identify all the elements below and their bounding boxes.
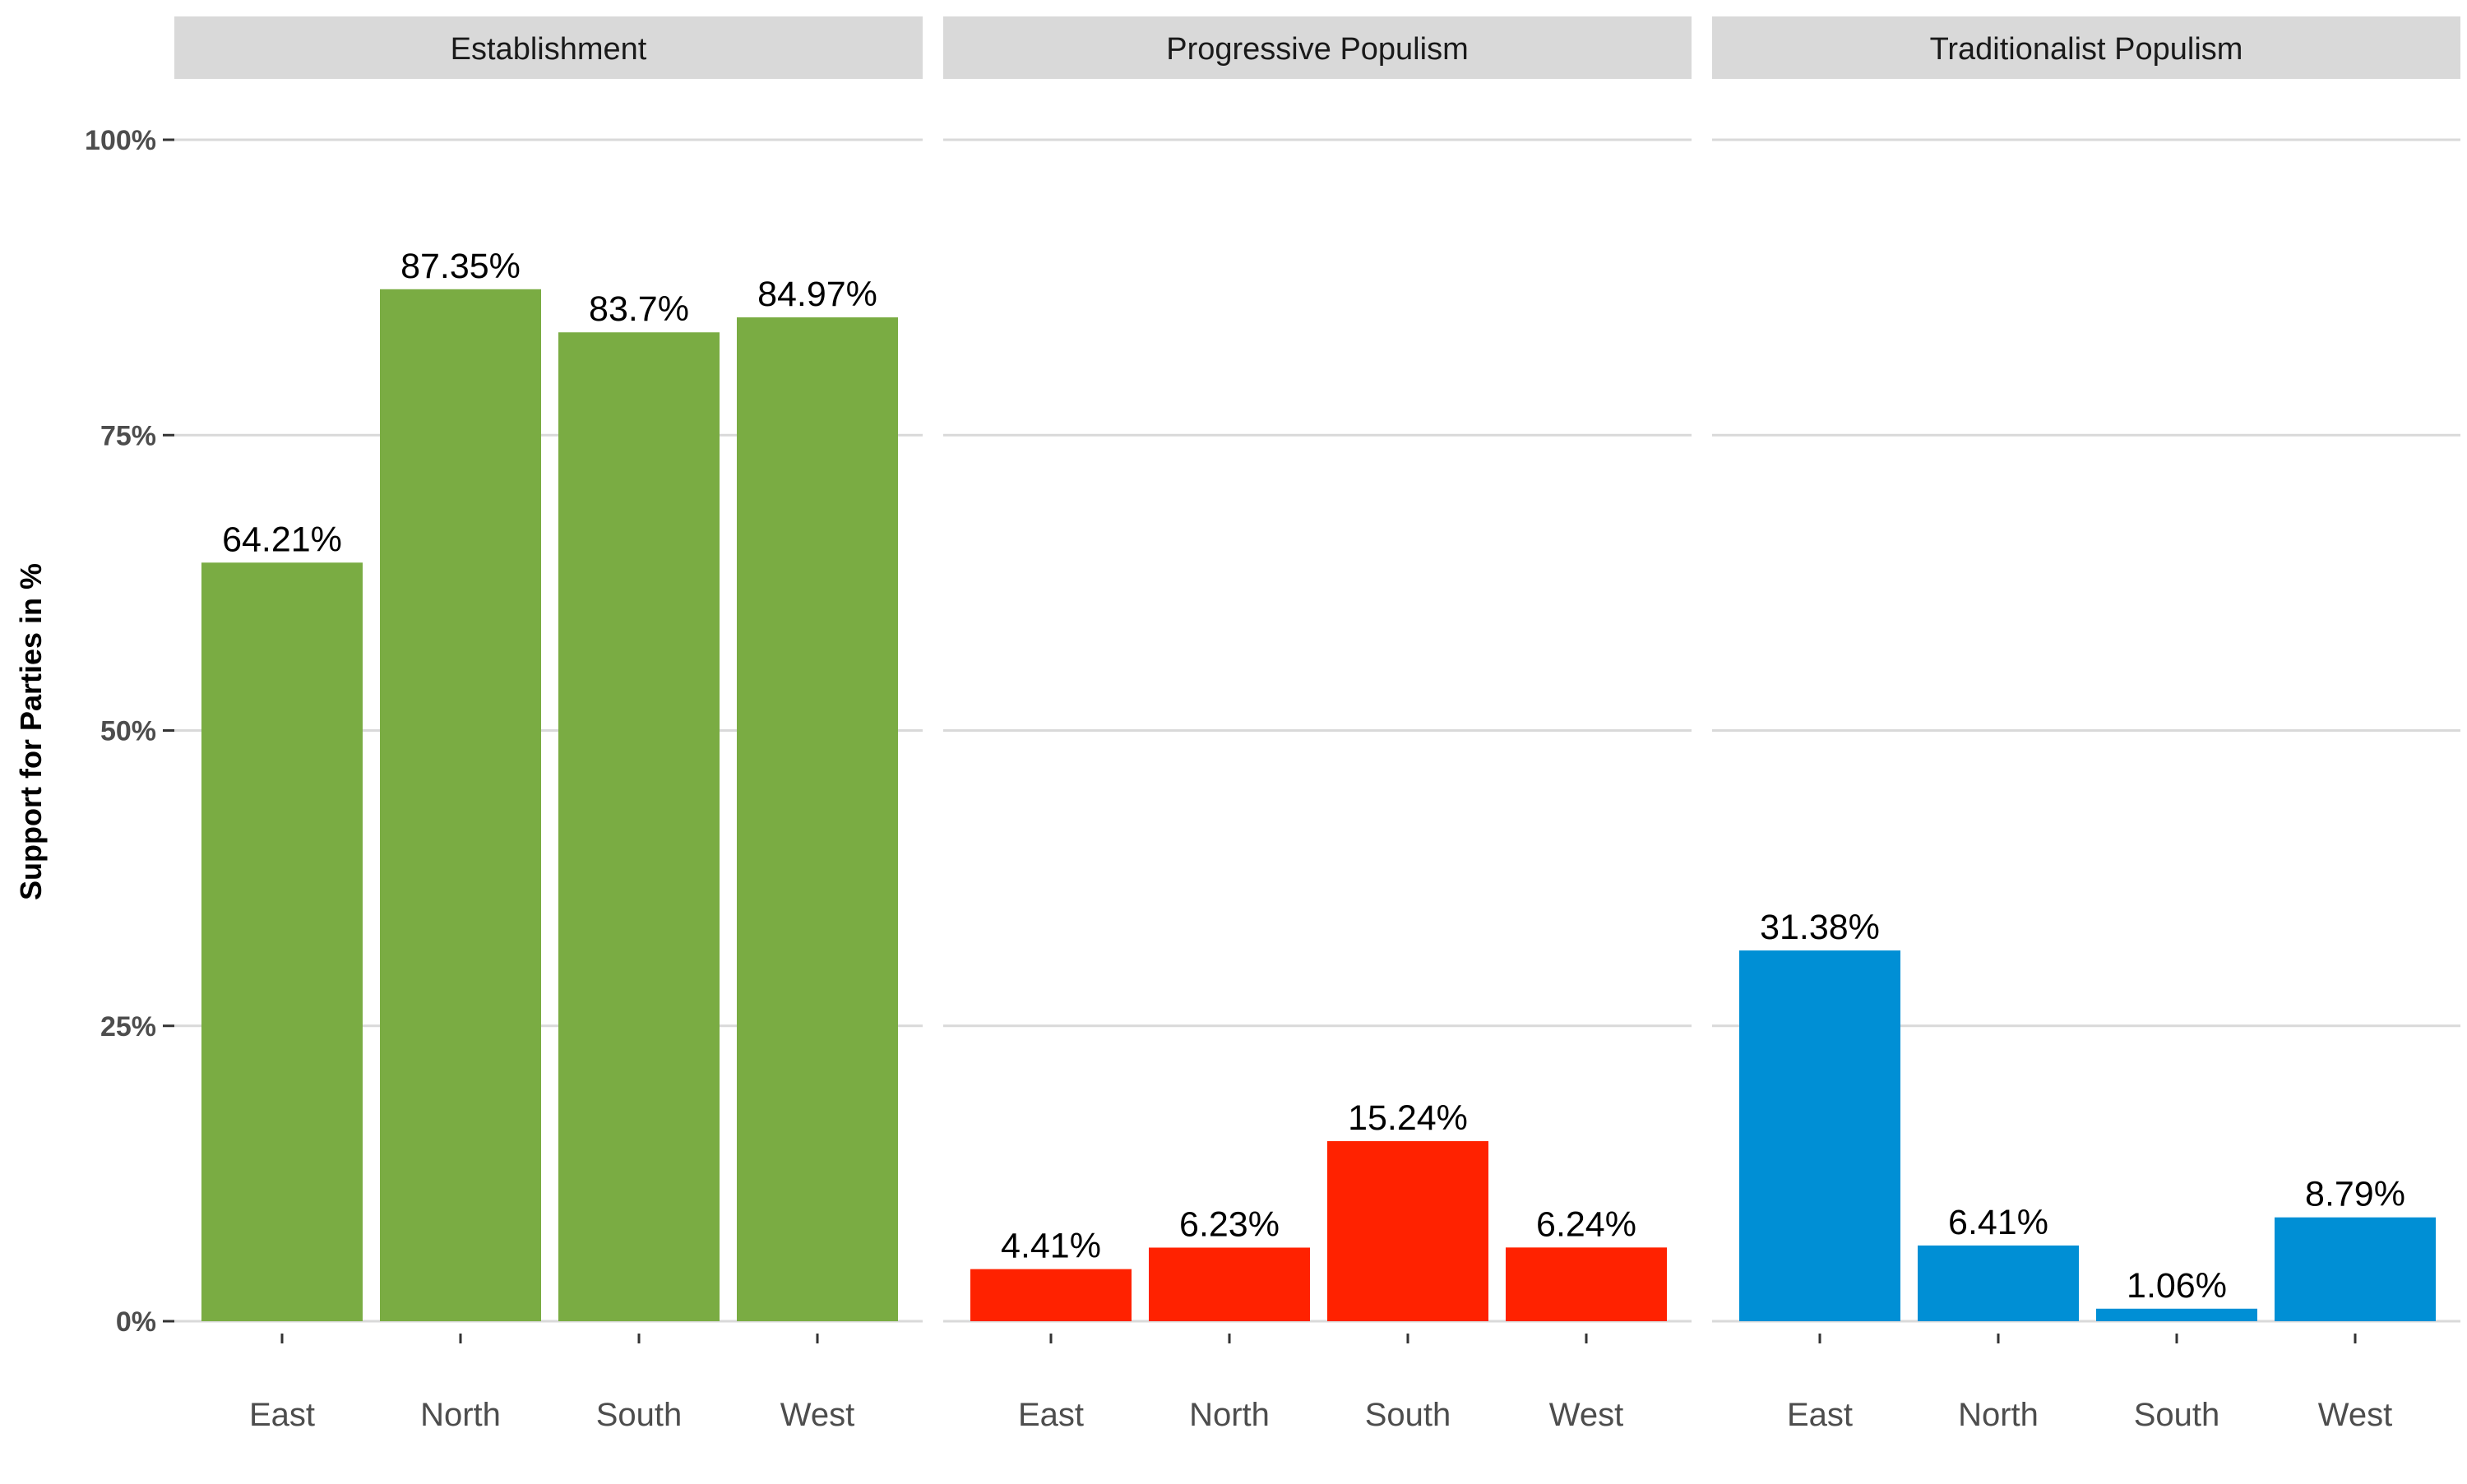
x-axis-tick-label: West (780, 1397, 854, 1433)
bar (1739, 950, 1900, 1321)
y-axis-tick-label: 25% (100, 1011, 156, 1042)
x-axis-tick-label: East (249, 1397, 315, 1433)
x-axis-tick-label: North (420, 1397, 501, 1433)
y-axis-tick-label: 50% (100, 716, 156, 747)
y-axis-tick-label: 100% (85, 125, 156, 156)
bar (1506, 1247, 1667, 1321)
x-axis-tick-label: South (596, 1397, 683, 1433)
bar-value-label: 15.24% (1348, 1098, 1468, 1138)
bar (201, 562, 363, 1321)
x-axis-tick-label: South (1365, 1397, 1451, 1433)
bar (970, 1269, 1132, 1321)
facet-strip (1712, 16, 2460, 79)
y-axis-tick-label: 75% (100, 420, 156, 451)
bar-value-label: 64.21% (222, 520, 342, 559)
facet-strip-label: Traditionalist Populism (1930, 32, 2243, 67)
bar (2096, 1308, 2257, 1321)
x-axis-tick-label: North (1958, 1397, 2039, 1433)
bar-value-label: 6.24% (1536, 1204, 1636, 1244)
facet-strip-label: Establishment (451, 32, 647, 67)
facet-strip-label: Progressive Populism (1166, 32, 1468, 67)
facet-strip (943, 16, 1692, 79)
x-axis-tick-label: North (1189, 1397, 1270, 1433)
x-axis-tick-label: West (2318, 1397, 2392, 1433)
bar-value-label: 84.97% (757, 275, 877, 314)
bar (2275, 1217, 2436, 1321)
bar (737, 317, 898, 1322)
bar-value-label: 87.35% (400, 247, 521, 286)
facet-strip (174, 16, 923, 79)
bar-value-label: 6.41% (1948, 1203, 2048, 1242)
bar (1149, 1247, 1310, 1321)
y-axis-tick-label: 0% (116, 1306, 156, 1338)
bar (380, 289, 541, 1321)
x-axis-tick-label: South (2134, 1397, 2220, 1433)
x-axis-tick-label: West (1549, 1397, 1623, 1433)
bar-value-label: 8.79% (2305, 1175, 2405, 1214)
bar-value-label: 83.7% (589, 289, 689, 329)
bar-value-label: 6.23% (1179, 1204, 1280, 1244)
bar (558, 332, 720, 1322)
bar (1327, 1141, 1488, 1321)
bar-value-label: 4.41% (1001, 1227, 1101, 1266)
bar (1918, 1245, 2079, 1321)
x-axis-tick-label: East (1018, 1397, 1084, 1433)
bar-value-label: 1.06% (2127, 1266, 2227, 1306)
bar-value-label: 31.38% (1760, 908, 1880, 947)
y-axis-title: Support for Parties in % (14, 563, 48, 900)
x-axis-tick-label: East (1787, 1397, 1853, 1433)
